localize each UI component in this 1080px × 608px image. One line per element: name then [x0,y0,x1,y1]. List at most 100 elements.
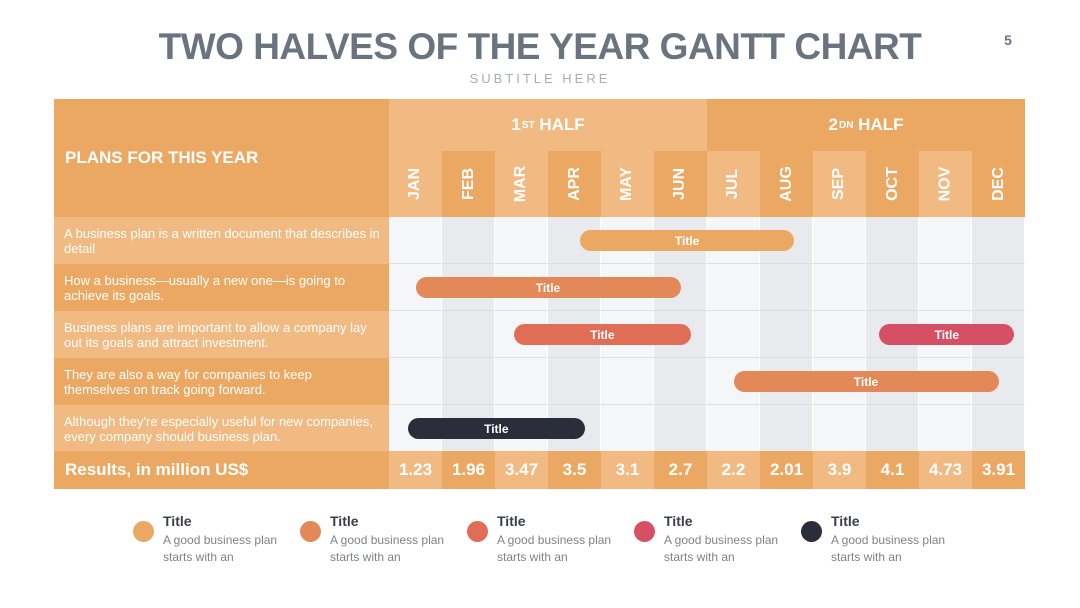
legend-item: Title A good business plan starts with an [801,513,961,569]
legend-description: A good business plan starts with an [831,533,946,564]
result-value-feb: 1.96 [442,451,495,489]
legend-description: A good business plan starts with an [664,533,779,564]
month-header-nov: NOV [919,151,972,217]
legend-item: Title A good business plan starts with an [133,513,293,569]
month-header-feb: FEB [442,151,495,217]
month-header-jan: JAN [389,151,442,217]
result-value-jan: 1.23 [389,451,442,489]
grid-cell [389,358,442,405]
grid-cell [972,264,1025,311]
result-value-jun: 2.7 [654,451,707,489]
month-header-oct: OCT [866,151,919,217]
legend-title: Title [497,513,526,529]
grid-cell [919,264,972,311]
result-value-mar: 3.47 [495,451,548,489]
month-header-mar: MAR [495,151,548,217]
legend-dot-icon [133,521,154,542]
grid-cell [601,358,654,405]
grid-cell [442,311,495,358]
month-label: NOV [936,166,954,202]
legend-description: A good business plan starts with an [497,533,612,564]
grid-cell [442,217,495,264]
page-subtitle: SUBTITLE HERE [469,71,611,86]
month-label: OCT [883,167,901,201]
task-label-3: Business plans are important to allow a … [54,311,389,358]
month-header-aug: AUG [760,151,813,217]
grid-cell [707,311,760,358]
month-label: MAY [618,166,636,202]
month-header-dec: DEC [972,151,1025,217]
legend-dot-icon [801,521,822,542]
grid-cell [972,358,1025,405]
month-header-jun: JUN [654,151,707,217]
grid-cell [813,217,866,264]
grid-cell [866,217,919,264]
task-label-5: Although they're especially useful for n… [54,405,389,452]
grid-cell [813,405,866,452]
month-label: JAN [406,167,424,201]
month-label: JUL [724,168,742,200]
gantt-bar: Title [407,418,586,439]
month-header-sep: SEP [813,151,866,217]
second-half-number: 2 [828,115,838,134]
legend-dot-icon [300,521,321,542]
grid-cell [760,264,813,311]
grid-cell [389,311,442,358]
result-value-dec: 3.91 [972,451,1025,489]
month-header-may: MAY [601,151,654,217]
second-half-header: 2 DN HALF [707,99,1025,151]
month-header-apr: APR [548,151,601,217]
grid-cell [866,264,919,311]
task-label-4: They are also a way for companies to kee… [54,358,389,405]
grid-cell [760,405,813,452]
grid-cell [389,217,442,264]
grid-cell [707,264,760,311]
legend-title: Title [831,513,860,529]
first-half-number: 1 [511,115,521,134]
grid-cell [548,358,601,405]
legend-item: Title A good business plan starts with an [634,513,794,569]
grid-cell [972,405,1025,452]
grid-cell [495,217,548,264]
grid-cell [866,405,919,452]
legend-title: Title [163,513,192,529]
grid-cell [495,358,548,405]
legend-title: Title [664,513,693,529]
grid-cell [442,358,495,405]
result-value-may: 3.1 [601,451,654,489]
month-label: DEC [989,167,1007,201]
month-label: FEB [459,168,477,200]
plans-header: PLANS FOR THIS YEAR [54,99,389,217]
legend-description: A good business plan starts with an [163,533,278,564]
month-header-jul: JUL [707,151,760,217]
grid-cell [760,311,813,358]
gantt-bar: Title [733,371,999,392]
result-value-jul: 2.2 [707,451,760,489]
grid-cell [813,311,866,358]
first-half-text: HALF [534,115,585,134]
page-title: TWO HALVES OF THE YEAR GANTT CHART [158,26,922,67]
result-value-sep: 3.9 [813,451,866,489]
month-label: JUN [671,167,689,201]
second-half-text: HALF [853,115,904,134]
grid-cell [654,358,707,405]
second-half-suffix: DN [838,119,854,131]
gantt-bar: Title [579,230,795,251]
legend-item: Title A good business plan starts with an [467,513,627,569]
month-label: AUG [777,166,795,202]
grid-cell [972,217,1025,264]
first-half-suffix: ST [521,119,535,131]
result-value-apr: 3.5 [548,451,601,489]
grid-cell [919,217,972,264]
gantt-bar: Title [879,324,1015,345]
result-value-oct: 4.1 [866,451,919,489]
result-value-aug: 2.01 [760,451,813,489]
task-label-1: A business plan is a written document th… [54,217,389,264]
grid-cell [813,264,866,311]
grid-cell [919,405,972,452]
gantt-bar: Title [513,324,692,345]
first-half-header: 1 ST HALF [389,99,707,151]
legend-title: Title [330,513,359,529]
grid-cell [707,405,760,452]
grid-cell [601,405,654,452]
